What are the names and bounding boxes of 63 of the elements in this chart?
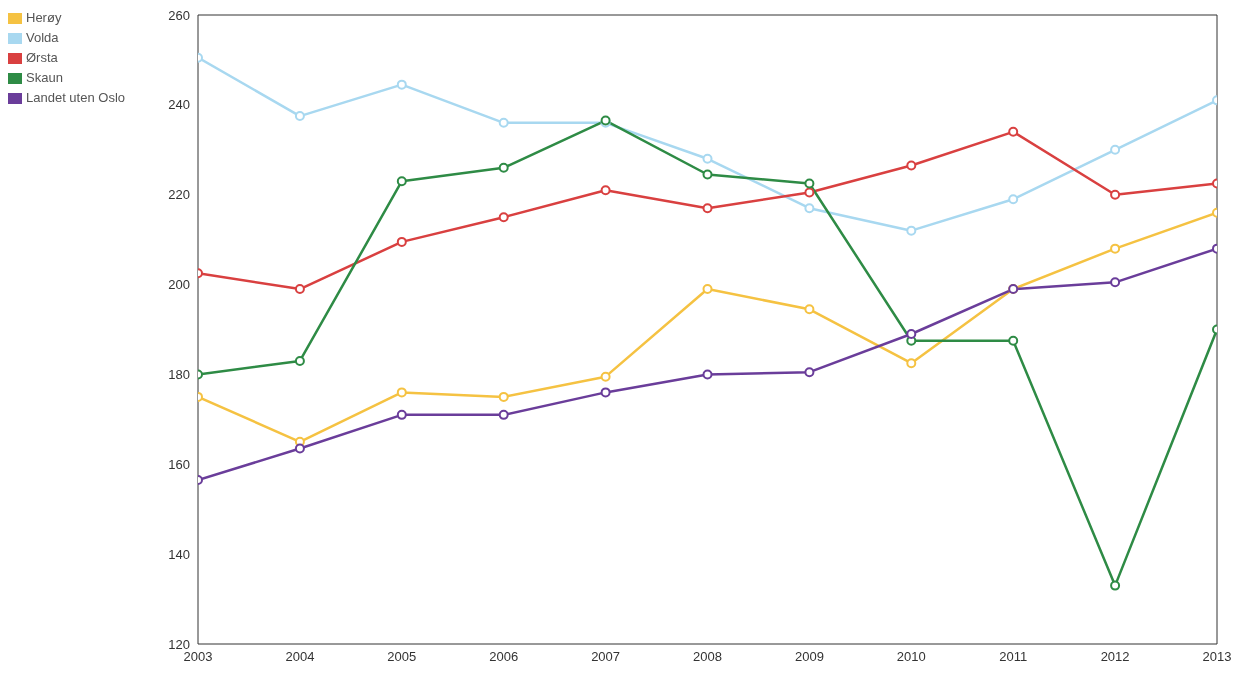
point <box>1110 144 1121 155</box>
point <box>396 79 407 90</box>
x-tick-label: 2009 <box>794 649 824 665</box>
legend-label: Ørsta <box>25 49 59 67</box>
y-tick-label: 260 <box>168 7 190 23</box>
y-tick-label: 240 <box>168 97 190 113</box>
x-tick-label: 2006 <box>489 649 519 665</box>
point <box>804 203 815 214</box>
y-tick-label: 200 <box>168 277 190 293</box>
x-tick-label: 2004 <box>285 649 315 665</box>
point <box>294 443 305 454</box>
point <box>1008 194 1019 205</box>
point <box>498 212 509 223</box>
point <box>498 117 509 128</box>
x-tick-label: 2005 <box>387 649 417 665</box>
x-tick-label: 2003 <box>183 649 213 665</box>
x-tick-label: 2012 <box>1100 649 1130 665</box>
point <box>396 176 407 187</box>
point <box>600 387 611 398</box>
x-tick-label: 2013 <box>1202 649 1232 665</box>
point <box>1110 189 1121 200</box>
point <box>1110 580 1121 591</box>
point <box>396 236 407 247</box>
point <box>906 160 917 171</box>
point <box>804 187 815 198</box>
point <box>498 409 509 420</box>
point <box>498 162 509 173</box>
y-tick-label: 180 <box>168 367 190 383</box>
point <box>702 284 713 295</box>
y-tick-label: 140 <box>168 546 190 562</box>
point <box>702 369 713 380</box>
point <box>1110 277 1121 288</box>
point <box>906 328 917 339</box>
point <box>294 355 305 366</box>
y-tick-label: 160 <box>168 456 190 472</box>
point <box>804 178 815 189</box>
point <box>906 225 917 236</box>
legend-label: Landet uten Oslo <box>25 89 126 107</box>
point <box>1008 126 1019 137</box>
point <box>804 304 815 315</box>
point <box>804 367 815 378</box>
point <box>294 111 305 122</box>
point <box>702 203 713 214</box>
point <box>906 358 917 369</box>
point <box>600 185 611 196</box>
point <box>702 169 713 180</box>
point <box>498 391 509 402</box>
y-tick-label: 120 <box>168 636 190 652</box>
point <box>396 387 407 398</box>
point <box>396 409 407 420</box>
x-tick-label: 2010 <box>896 649 926 665</box>
point <box>294 284 305 295</box>
x-tick-label: 2011 <box>999 649 1028 665</box>
point <box>600 371 611 382</box>
point <box>1008 335 1019 346</box>
legend-label: Herøy <box>25 9 63 27</box>
x-tick-label: 2008 <box>693 649 722 665</box>
point <box>1110 243 1121 254</box>
x-tick-label: 2007 <box>591 649 621 665</box>
y-tick-label: 220 <box>168 187 190 203</box>
legend-label: Volda <box>25 29 60 47</box>
legend-label: Skaun <box>25 69 64 87</box>
point <box>702 153 713 164</box>
